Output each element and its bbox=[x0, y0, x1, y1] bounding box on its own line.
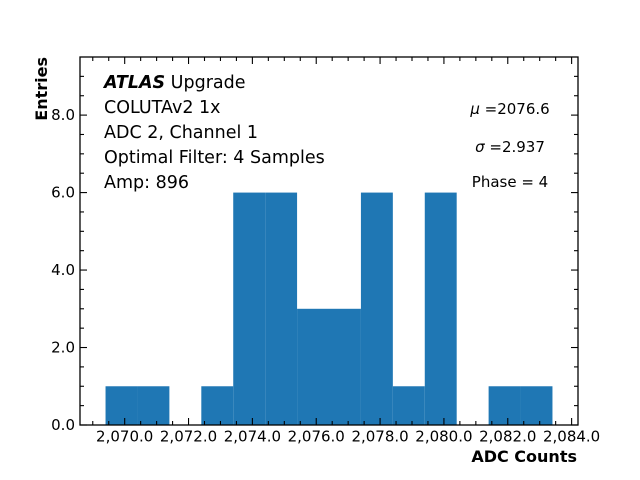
tick-labels-group: 2,070.0 2,072.0 2,074.0 2,076.0 2,078.0 2,080… bbox=[51, 106, 600, 445]
mu-symbol: μ bbox=[470, 100, 480, 118]
y-tick-label: 8.0 bbox=[51, 106, 75, 124]
annotation-line-experiment: ATLAS Upgrade bbox=[104, 71, 325, 96]
plot-frame bbox=[79, 56, 579, 426]
annotation-line-amp: Amp: 896 bbox=[104, 173, 189, 193]
annotation-line-chip: COLUTAv2 1x bbox=[104, 98, 221, 118]
sigma-symbol: σ bbox=[475, 138, 485, 156]
axes-group bbox=[79, 56, 579, 426]
annotation-line-filter: Optimal Filter: 4 Samples bbox=[104, 148, 325, 168]
histogram-bar bbox=[265, 192, 298, 425]
sigma-value: =2.937 bbox=[484, 138, 545, 156]
stat-phase: Phase = 4 bbox=[471, 173, 549, 191]
y-axis-label: Entries bbox=[32, 57, 51, 121]
x-tick-label: 2,070.0 bbox=[96, 428, 153, 446]
histogram-bar bbox=[329, 308, 361, 425]
histogram-bar bbox=[201, 386, 234, 425]
histogram-bar bbox=[392, 386, 425, 425]
histogram-bar bbox=[424, 192, 457, 425]
x-tick-label: 2,072.0 bbox=[160, 428, 217, 446]
x-tick-label: 2,082.0 bbox=[479, 428, 536, 446]
histogram-bar bbox=[105, 386, 138, 425]
histogram-bar bbox=[360, 192, 393, 425]
histogram-bar bbox=[137, 386, 170, 425]
stat-mu: μ =2076.6 bbox=[400, 100, 620, 118]
experiment-suffix: Upgrade bbox=[165, 73, 246, 93]
x-tick-label: 2,078.0 bbox=[351, 428, 408, 446]
histogram-bar bbox=[297, 308, 329, 425]
x-tick-label: 2,076.0 bbox=[288, 428, 345, 446]
y-tick-label: 6.0 bbox=[51, 184, 75, 202]
histogram-bar bbox=[488, 386, 521, 425]
histogram-bar bbox=[233, 192, 266, 425]
y-tick-label: 2.0 bbox=[51, 339, 75, 357]
mu-value: =2076.6 bbox=[479, 100, 550, 118]
atlas-label: ATLAS bbox=[104, 73, 166, 93]
x-tick-label: 2,084.0 bbox=[543, 428, 600, 446]
bars-group bbox=[105, 192, 553, 425]
annotation-line-channel: ADC 2, Channel 1 bbox=[104, 123, 259, 143]
x-axis-label: ADC Counts bbox=[471, 447, 577, 466]
y-tick-label: 4.0 bbox=[51, 261, 75, 279]
histogram-bar bbox=[520, 386, 553, 425]
x-tick-label: 2,074.0 bbox=[224, 428, 281, 446]
y-tick-label: 0.0 bbox=[51, 416, 75, 434]
stat-sigma: σ =2.937 bbox=[400, 138, 620, 156]
plot-annotations: ATLAS Upgrade COLUTAv2 1x ADC 2, Channel… bbox=[104, 71, 325, 196]
x-tick-label: 2,080.0 bbox=[415, 428, 472, 446]
